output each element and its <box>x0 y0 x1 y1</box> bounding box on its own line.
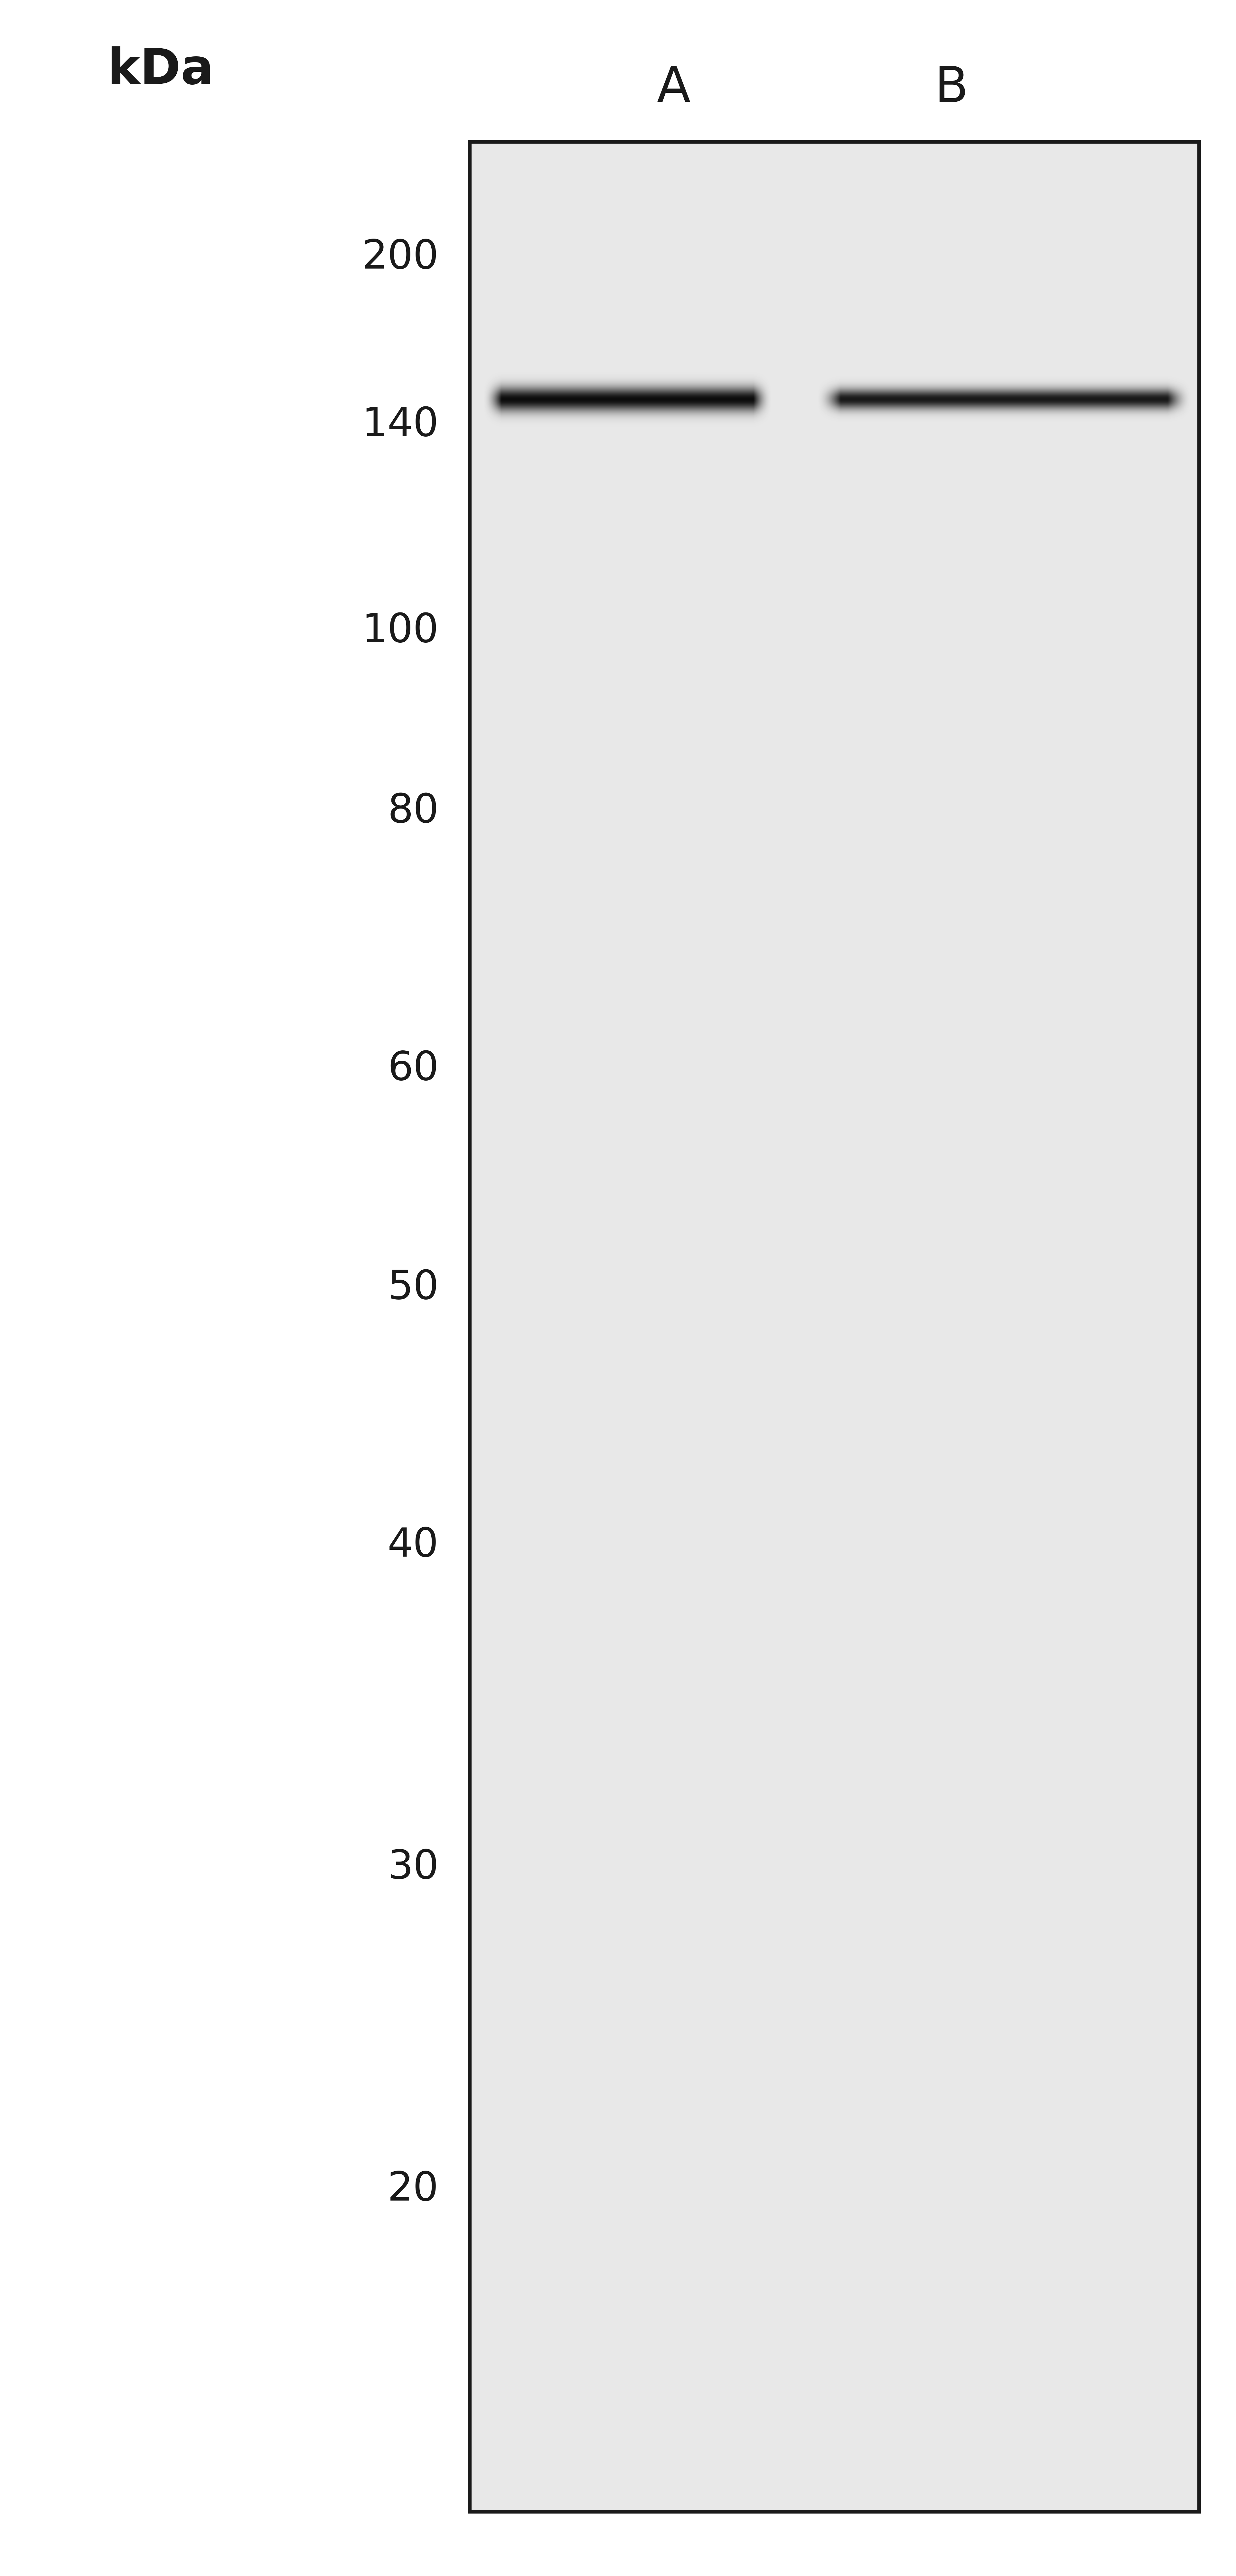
Text: B: B <box>934 64 969 113</box>
Text: 50: 50 <box>388 1267 439 1309</box>
Text: 100: 100 <box>362 611 439 652</box>
Text: 80: 80 <box>388 791 439 832</box>
Text: 40: 40 <box>388 1525 439 1566</box>
Text: 140: 140 <box>362 404 439 446</box>
Text: kDa: kDa <box>108 46 214 95</box>
Text: 20: 20 <box>388 2169 439 2210</box>
Text: 60: 60 <box>388 1048 439 1090</box>
Text: 30: 30 <box>388 1847 439 1888</box>
Text: A: A <box>656 64 691 113</box>
Text: 200: 200 <box>362 237 439 278</box>
Bar <box>470 142 1199 2512</box>
